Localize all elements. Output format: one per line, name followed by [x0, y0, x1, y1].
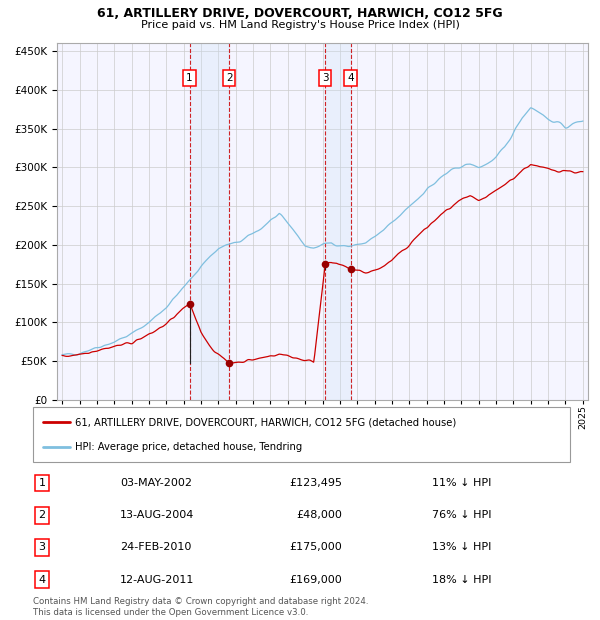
Text: 61, ARTILLERY DRIVE, DOVERCOURT, HARWICH, CO12 5FG: 61, ARTILLERY DRIVE, DOVERCOURT, HARWICH… — [97, 7, 503, 20]
Text: £169,000: £169,000 — [289, 575, 342, 585]
Text: £123,495: £123,495 — [289, 478, 342, 488]
Text: 1: 1 — [186, 73, 193, 83]
Text: 13-AUG-2004: 13-AUG-2004 — [120, 510, 194, 520]
Text: 11% ↓ HPI: 11% ↓ HPI — [432, 478, 491, 488]
Text: £48,000: £48,000 — [296, 510, 342, 520]
Text: £175,000: £175,000 — [289, 542, 342, 552]
Bar — [190, 43, 229, 400]
Text: 1: 1 — [38, 478, 46, 488]
FancyBboxPatch shape — [33, 407, 570, 462]
Text: Contains HM Land Registry data © Crown copyright and database right 2024.
This d: Contains HM Land Registry data © Crown c… — [33, 598, 368, 617]
Text: 13% ↓ HPI: 13% ↓ HPI — [432, 542, 491, 552]
Text: 2: 2 — [226, 73, 232, 83]
Text: 4: 4 — [38, 575, 46, 585]
Text: 61, ARTILLERY DRIVE, DOVERCOURT, HARWICH, CO12 5FG (detached house): 61, ARTILLERY DRIVE, DOVERCOURT, HARWICH… — [75, 417, 456, 427]
Text: HPI: Average price, detached house, Tendring: HPI: Average price, detached house, Tend… — [75, 442, 302, 452]
Bar — [325, 43, 350, 400]
Text: 12-AUG-2011: 12-AUG-2011 — [120, 575, 194, 585]
Text: 3: 3 — [322, 73, 328, 83]
Text: 76% ↓ HPI: 76% ↓ HPI — [432, 510, 491, 520]
Text: 3: 3 — [38, 542, 46, 552]
Text: Price paid vs. HM Land Registry's House Price Index (HPI): Price paid vs. HM Land Registry's House … — [140, 20, 460, 30]
Text: 03-MAY-2002: 03-MAY-2002 — [120, 478, 192, 488]
Text: 2: 2 — [38, 510, 46, 520]
Text: 24-FEB-2010: 24-FEB-2010 — [120, 542, 191, 552]
Text: 4: 4 — [347, 73, 354, 83]
Text: 18% ↓ HPI: 18% ↓ HPI — [432, 575, 491, 585]
